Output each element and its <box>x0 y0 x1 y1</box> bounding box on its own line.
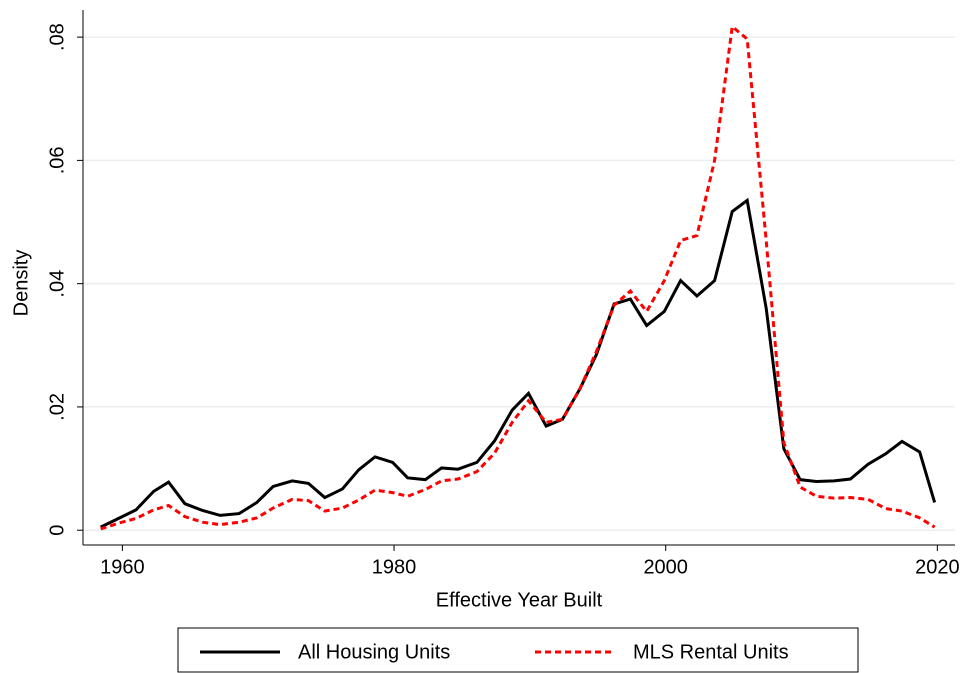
x-axis-label: Effective Year Built <box>436 589 603 611</box>
x-tick-label: 2000 <box>643 556 688 578</box>
y-tick-label: .06 <box>46 146 68 174</box>
line-series <box>100 23 936 531</box>
legend-box <box>177 627 859 673</box>
x-tick-label: 1960 <box>100 556 145 578</box>
y-tick-label: 0 <box>46 525 68 536</box>
y-tick-label: .04 <box>46 270 68 298</box>
line-series <box>100 197 937 529</box>
legend-label: MLS Rental Units <box>633 641 789 663</box>
x-tick-label: 1980 <box>372 556 417 578</box>
y-tick-label: .02 <box>46 393 68 421</box>
y-tick-label: .08 <box>46 23 68 51</box>
x-tick-label: 2020 <box>915 556 960 578</box>
legend-label: All Housing Units <box>298 641 450 663</box>
y-axis-label: Density <box>10 250 32 317</box>
